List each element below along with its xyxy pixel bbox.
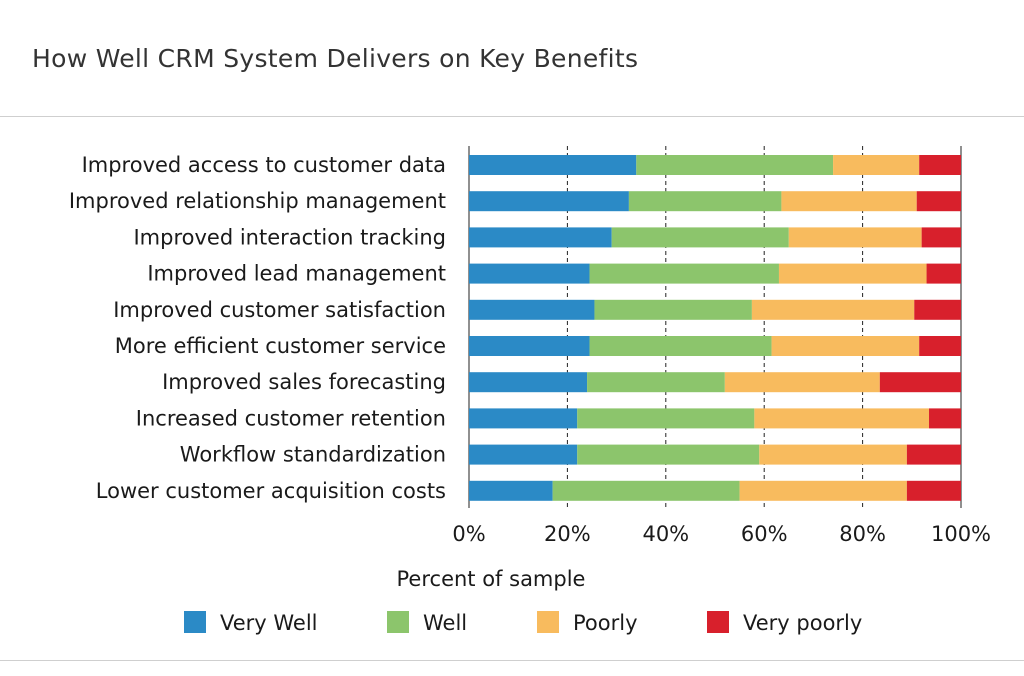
x-tick-labels: 0% 20% 40% 60% 80% 100% bbox=[452, 522, 991, 546]
category-label: Improved access to customer data bbox=[82, 153, 446, 177]
bar-well-0 bbox=[636, 155, 834, 175]
x-tick-label: 100% bbox=[931, 522, 991, 546]
bar-well-4 bbox=[594, 299, 752, 320]
legend-swatch-poorly bbox=[537, 611, 559, 633]
bar-well-9 bbox=[552, 480, 740, 501]
legend-swatch-very-poorly bbox=[707, 611, 729, 633]
bar-well-2 bbox=[611, 227, 789, 248]
bottom-divider bbox=[0, 660, 1024, 661]
bar-very-well-7 bbox=[469, 408, 578, 429]
category-label: More efficient customer service bbox=[115, 334, 446, 358]
bar-very-well-6 bbox=[469, 372, 588, 393]
bar-poorly-7 bbox=[754, 408, 930, 429]
category-label: Improved sales forecasting bbox=[162, 370, 446, 394]
bar-very-well-3 bbox=[469, 263, 590, 284]
category-label: Increased customer retention bbox=[136, 406, 446, 430]
bar-poorly-9 bbox=[739, 480, 907, 501]
bar-well-7 bbox=[577, 408, 755, 429]
bar-very-well-2 bbox=[469, 227, 612, 248]
bar-very-poorly-4 bbox=[914, 299, 961, 320]
bar-very-poorly-6 bbox=[879, 372, 961, 393]
bar-well-6 bbox=[587, 372, 725, 393]
bar-poorly-1 bbox=[781, 191, 917, 212]
category-label: Lower customer acquisition costs bbox=[96, 479, 446, 503]
bar-very-poorly-3 bbox=[926, 263, 961, 284]
bar-poorly-5 bbox=[771, 336, 920, 356]
x-tick-label: 60% bbox=[741, 522, 788, 546]
bar-very-poorly-2 bbox=[921, 227, 961, 248]
category-label: Improved lead management bbox=[147, 262, 446, 286]
legend-label-very-well: Very Well bbox=[220, 611, 318, 635]
category-label: Improved interaction tracking bbox=[133, 225, 446, 249]
x-tick-label: 20% bbox=[544, 522, 591, 546]
category-label: Improved customer satisfaction bbox=[113, 298, 446, 322]
bar-poorly-3 bbox=[778, 263, 927, 284]
x-tick-label: 0% bbox=[452, 522, 485, 546]
bar-well-8 bbox=[577, 444, 760, 465]
bar-well-1 bbox=[628, 191, 782, 212]
x-tick-label: 40% bbox=[642, 522, 689, 546]
bar-very-well-8 bbox=[469, 444, 578, 465]
legend-label-well: Well bbox=[423, 611, 467, 635]
legend-label-very-poorly: Very poorly bbox=[743, 611, 862, 635]
bar-very-well-1 bbox=[469, 191, 629, 212]
bars bbox=[469, 155, 961, 501]
category-label: Improved relationship management bbox=[69, 189, 446, 213]
bar-poorly-0 bbox=[833, 155, 920, 175]
bar-well-3 bbox=[589, 263, 779, 284]
bar-well-5 bbox=[589, 336, 772, 356]
bar-poorly-4 bbox=[751, 299, 915, 320]
x-tick-label: 80% bbox=[839, 522, 886, 546]
legend-swatch-well bbox=[387, 611, 409, 633]
bar-very-poorly-1 bbox=[916, 191, 961, 212]
bar-poorly-2 bbox=[788, 227, 922, 248]
bar-very-well-9 bbox=[469, 480, 553, 501]
bar-poorly-8 bbox=[759, 444, 907, 465]
bar-very-poorly-9 bbox=[906, 480, 961, 501]
bar-very-well-0 bbox=[469, 155, 637, 175]
legend: Very Well Well Poorly Very poorly bbox=[184, 611, 862, 635]
bar-very-poorly-7 bbox=[929, 408, 961, 429]
category-labels: Improved access to customer data Improved… bbox=[69, 153, 446, 503]
legend-swatch-very-well bbox=[184, 611, 206, 633]
bar-very-well-5 bbox=[469, 336, 590, 356]
chart-title: How Well CRM System Delivers on Key Bene… bbox=[32, 44, 639, 73]
legend-label-poorly: Poorly bbox=[573, 611, 638, 635]
x-axis-title: Percent of sample bbox=[397, 567, 586, 591]
bar-very-poorly-8 bbox=[906, 444, 961, 465]
bar-very-poorly-0 bbox=[919, 155, 961, 175]
bar-poorly-6 bbox=[724, 372, 880, 393]
top-divider bbox=[0, 116, 1024, 117]
bar-very-well-4 bbox=[469, 299, 595, 320]
bar-very-poorly-5 bbox=[919, 336, 961, 356]
category-label: Workflow standardization bbox=[180, 443, 446, 467]
